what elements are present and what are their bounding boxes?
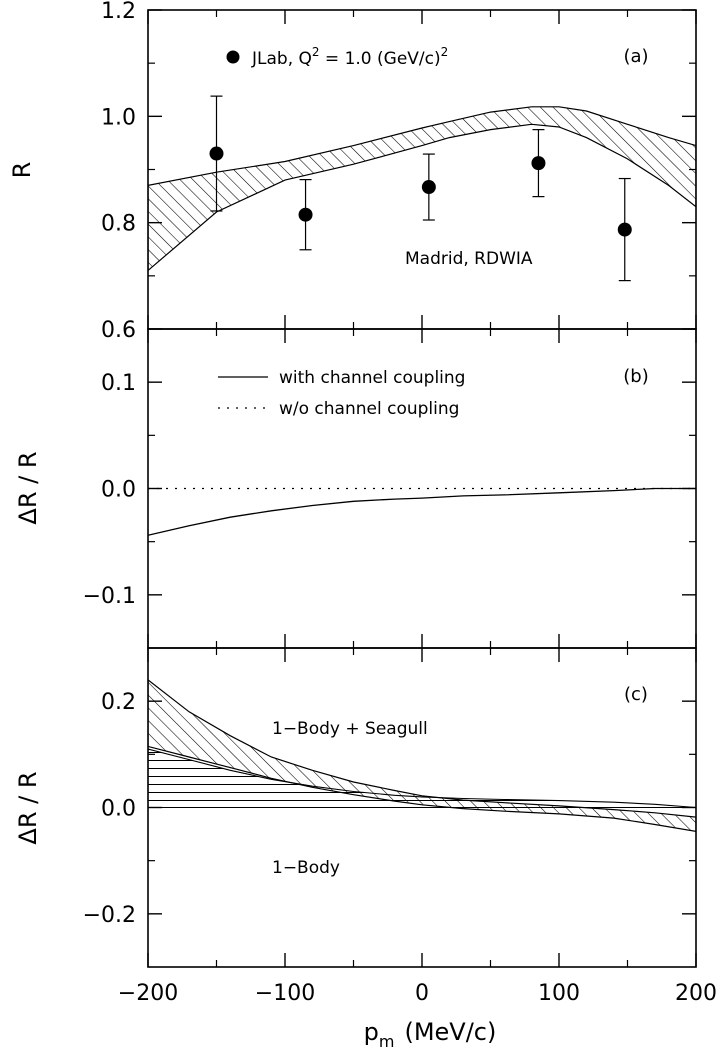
label-seagull: 1−Body + Seagull bbox=[272, 719, 428, 739]
data-point bbox=[298, 207, 313, 222]
y-tick-label: −0.2 bbox=[83, 903, 136, 928]
x-axis-title-unit: (MeV/c) bbox=[404, 1018, 496, 1046]
y-tick-label: −0.1 bbox=[83, 584, 136, 609]
panel-a-tag: (a) bbox=[623, 46, 648, 67]
y-tick-label: 1.0 bbox=[101, 105, 136, 130]
x-axis-title-main: p bbox=[364, 1018, 379, 1046]
legend-label-with: with channel coupling bbox=[279, 368, 465, 388]
model-label: Madrid, RDWIA bbox=[405, 249, 533, 269]
panel-a: 0.60.81.01.2 R (a) JLab, Q2 = 1.0 (GeV/c… bbox=[8, 0, 697, 343]
panel-a-data bbox=[148, 95, 696, 282]
panel-b-data bbox=[148, 487, 696, 536]
legend-marker-jlab bbox=[226, 50, 240, 64]
panel-c-ylabel: ΔR / R bbox=[14, 771, 42, 844]
panel-a-ylabel: R bbox=[8, 162, 36, 179]
legend-label-jlab-prefix: JLab, Q bbox=[251, 49, 312, 69]
series-with-coupling bbox=[148, 487, 696, 536]
panel-b-tag: (b) bbox=[623, 366, 648, 387]
data-point bbox=[209, 146, 224, 161]
legend-label-jlab-mid: = 1.0 (GeV/c) bbox=[320, 49, 441, 69]
legend-label-jlab-sup1: 2 bbox=[312, 45, 320, 59]
y-tick-label: 0.6 bbox=[101, 318, 136, 343]
x-tick-label: 100 bbox=[538, 981, 580, 1006]
y-tick-label: 0.2 bbox=[101, 690, 136, 715]
panel-c-ticks: −0.2 0.0 0.2 bbox=[83, 648, 697, 967]
data-point bbox=[531, 156, 546, 171]
y-tick-label: 0.1 bbox=[101, 371, 136, 396]
legend-label-jlab-sup2: 2 bbox=[441, 45, 449, 59]
y-tick-label: 0.8 bbox=[101, 212, 136, 237]
data-point bbox=[421, 180, 436, 195]
panel-c-data bbox=[148, 679, 696, 833]
panel-b-ylabel: ΔR / R bbox=[14, 451, 42, 524]
y-tick-label: 0.0 bbox=[101, 797, 136, 822]
x-tick-label: 0 bbox=[415, 981, 429, 1006]
legend-label-jlab: JLab, Q2 = 1.0 (GeV/c)2 bbox=[251, 45, 448, 69]
seagull-band bbox=[148, 679, 696, 833]
panel-c: −0.2 0.0 0.2 ΔR / R (c) 1−Body + Seagull 1… bbox=[14, 647, 697, 968]
panel-a-ticks: 0.6 0.8 1.0 1.2 bbox=[101, 0, 697, 343]
rdwia-band bbox=[148, 106, 696, 272]
x-tick-label: −100 bbox=[255, 981, 315, 1006]
panel-c-tag: (c) bbox=[624, 684, 648, 705]
x-axis-title: pm (MeV/c) bbox=[364, 1018, 497, 1051]
x-axis-title-sub: m bbox=[379, 1032, 395, 1051]
x-tick-labels: −200 −100 0 100 200 bbox=[118, 981, 717, 1006]
y-tick-label: 0.0 bbox=[101, 478, 136, 503]
panel-b-ticks: −0.1 0.0 0.1 bbox=[83, 329, 697, 648]
legend-label-without: w/o channel coupling bbox=[279, 399, 459, 419]
x-tick-label: 200 bbox=[675, 981, 717, 1006]
label-one-body: 1−Body bbox=[272, 858, 340, 878]
x-tick-label: −200 bbox=[118, 981, 178, 1006]
data-point bbox=[617, 222, 632, 237]
panel-b: −0.1 0.0 0.1 ΔR / R (b) with channel coupl… bbox=[14, 328, 697, 649]
y-tick-label: 1.2 bbox=[101, 0, 136, 24]
